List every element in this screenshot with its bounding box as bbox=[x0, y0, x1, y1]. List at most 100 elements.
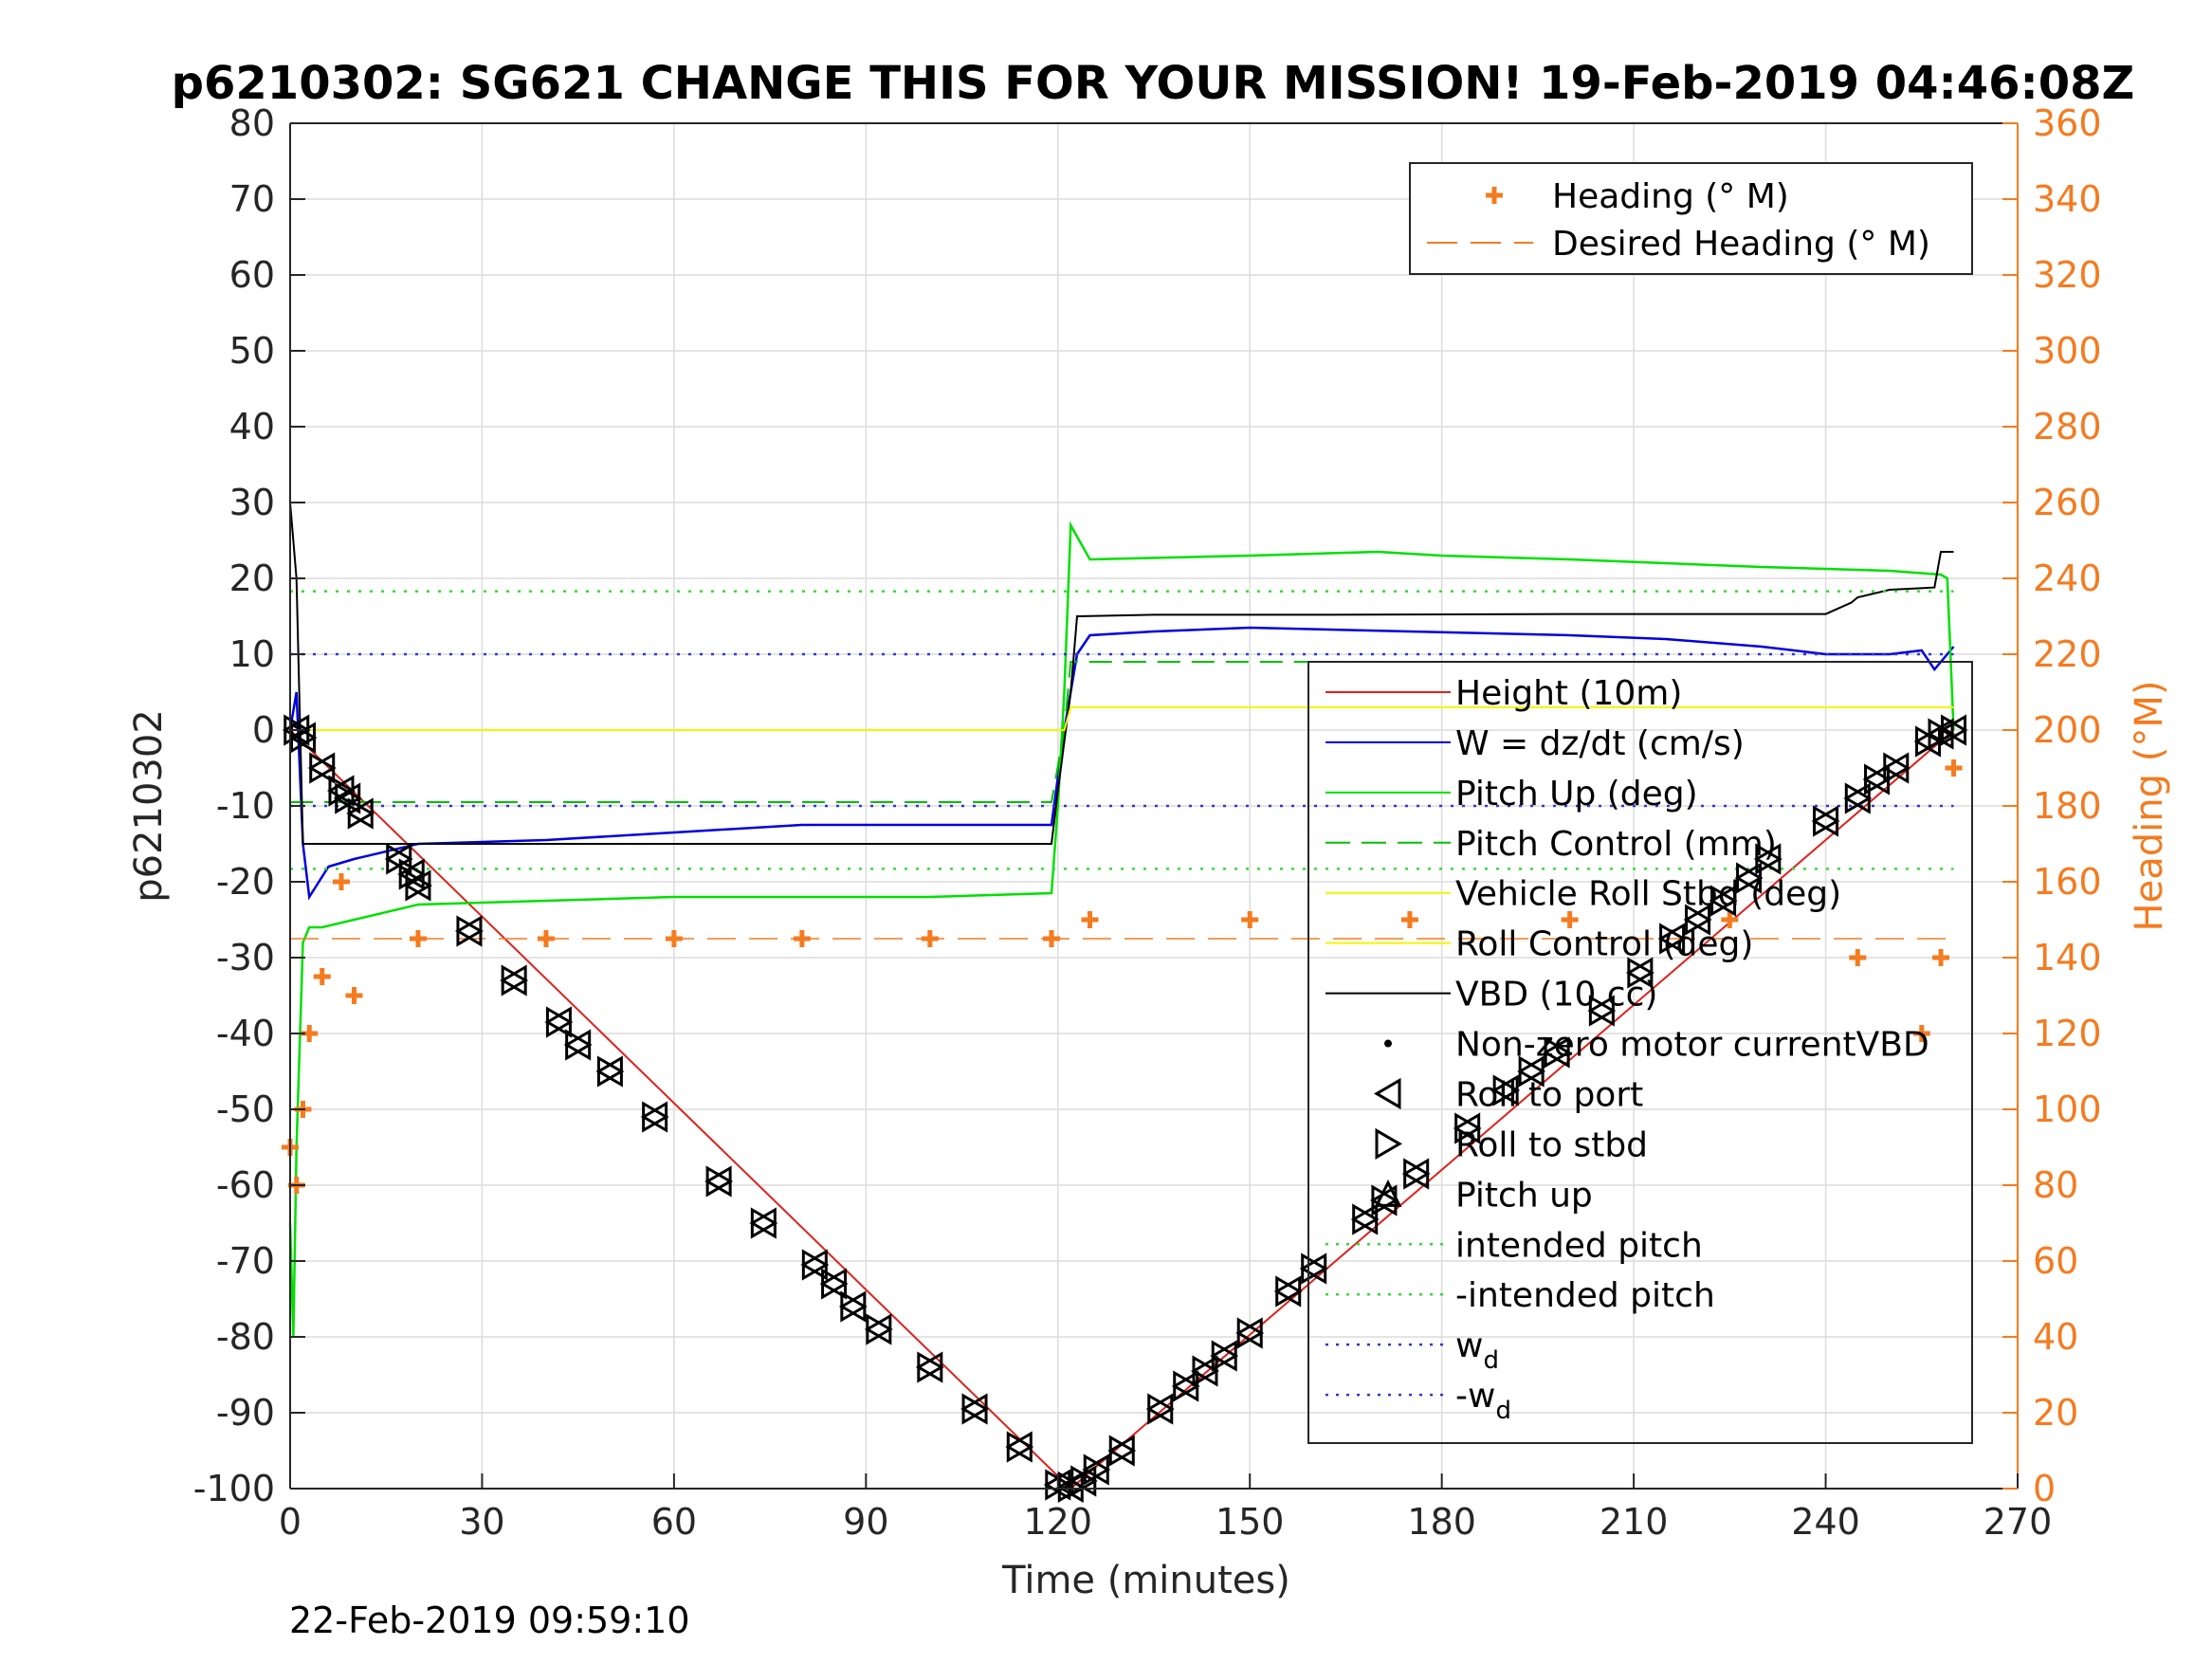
right-tick-label: 300 bbox=[2033, 330, 2102, 372]
roll-to-port-marker bbox=[327, 775, 355, 807]
x-tick-label: 270 bbox=[1983, 1501, 2053, 1543]
roll-to-port-marker bbox=[1273, 1275, 1302, 1307]
right-tick-label: 360 bbox=[2033, 102, 2102, 144]
right-tick-label: 20 bbox=[2033, 1392, 2078, 1434]
main-legend: Height (10m) W = dz/dt (cm/s) Pitch Up (de… bbox=[1307, 661, 1973, 1444]
heading-marker bbox=[1932, 949, 1950, 966]
heading-marker bbox=[1561, 911, 1579, 928]
heading-marker bbox=[313, 968, 331, 985]
roll-to-port-marker bbox=[1171, 1370, 1199, 1402]
roll-to-port-marker bbox=[1811, 805, 1839, 837]
roll-marker bbox=[1350, 1203, 1380, 1235]
x-tick-label: 0 bbox=[279, 1501, 302, 1543]
legend-swatch-tri-left bbox=[1374, 1077, 1401, 1110]
heading-legend-plus bbox=[1486, 187, 1503, 204]
x-axis-label: Time (minutes) bbox=[1001, 1559, 1290, 1602]
legend-entry: Pitch Up (deg) bbox=[1325, 775, 1698, 814]
y-tick-label: -80 bbox=[216, 1316, 275, 1358]
roll-to-port-marker bbox=[1734, 862, 1763, 894]
roll-marker bbox=[1543, 1036, 1572, 1069]
y-tick-label: -30 bbox=[216, 937, 275, 978]
roll-marker bbox=[1811, 805, 1840, 837]
roll-to-port-marker bbox=[403, 869, 431, 902]
roll-to-port-marker bbox=[1210, 1340, 1237, 1372]
heading-marker bbox=[1912, 1025, 1930, 1042]
y-tick-label: 0 bbox=[252, 709, 275, 751]
roll-to-port-marker bbox=[1145, 1393, 1174, 1425]
desired-heading-legend-label: Desired Heading (° M) bbox=[1552, 225, 1930, 264]
right-tick-label: 240 bbox=[2033, 558, 2102, 599]
legend-swatch-tri-right bbox=[1375, 1127, 1402, 1161]
x-tick-label: 30 bbox=[459, 1501, 504, 1543]
heading-legend: Heading (° M) Desired Heading (° M) bbox=[1409, 162, 1973, 275]
roll-to-port-marker bbox=[1401, 1158, 1430, 1190]
roll-marker bbox=[819, 1268, 849, 1300]
y-tick-label: -70 bbox=[216, 1240, 275, 1282]
roll-to-port-marker bbox=[1350, 1203, 1379, 1235]
legend-label: -wd bbox=[1455, 1377, 1511, 1425]
legend-entry: -wd bbox=[1325, 1377, 1511, 1425]
roll-to-port-marker bbox=[1881, 752, 1910, 784]
roll-marker bbox=[327, 775, 356, 807]
legend-entry: VBD (10 cc) bbox=[1325, 976, 1657, 1015]
legend-entry: wd bbox=[1325, 1326, 1499, 1375]
roll-to-stbd-marker bbox=[1403, 1158, 1431, 1190]
heading-marker bbox=[1043, 930, 1061, 947]
roll-to-port-marker bbox=[307, 752, 336, 784]
roll-marker bbox=[1881, 752, 1910, 784]
roll-to-port-marker bbox=[544, 1006, 572, 1038]
y-tick-label: 30 bbox=[229, 482, 275, 523]
roll-to-port-marker bbox=[915, 1351, 943, 1383]
legend-label: VBD (10 cc) bbox=[1455, 976, 1657, 1015]
roll-markers bbox=[282, 714, 1968, 1504]
roll-marker bbox=[1517, 1055, 1546, 1088]
right-tick-label: 0 bbox=[2033, 1468, 2056, 1509]
roll-to-port-marker bbox=[960, 1393, 988, 1425]
roll-to-stbd-marker bbox=[917, 1351, 944, 1383]
x-tick-label: 60 bbox=[651, 1501, 697, 1543]
roll-to-port-marker bbox=[1625, 957, 1654, 989]
roll-to-port-marker bbox=[1939, 714, 1967, 746]
roll-to-port-marker bbox=[346, 797, 374, 830]
roll-to-stbd-marker bbox=[642, 1101, 669, 1133]
roll-marker bbox=[500, 964, 529, 997]
y-tick-label: -40 bbox=[216, 1013, 275, 1054]
right-tick-label: 40 bbox=[2033, 1316, 2078, 1358]
heading-marker bbox=[332, 873, 350, 890]
chart-title: p6210302: SG621 CHANGE THIS FOR YOUR MIS… bbox=[172, 57, 2135, 110]
x-tick-label: 120 bbox=[1024, 1501, 1093, 1543]
legend-entry: Height (10m) bbox=[1325, 674, 1682, 713]
legend-label: wd bbox=[1455, 1326, 1499, 1375]
roll-to-port-marker bbox=[1543, 1036, 1570, 1069]
roll-marker bbox=[1107, 1435, 1137, 1467]
roll-marker bbox=[640, 1101, 669, 1133]
legend-entry: W = dz/dt (cm/s) bbox=[1325, 724, 1745, 763]
legend-entry: Pitch Control (mm) bbox=[1325, 825, 1777, 864]
roll-marker bbox=[563, 1029, 593, 1061]
roll-to-port-marker bbox=[800, 1249, 828, 1281]
roll-marker bbox=[1625, 957, 1654, 989]
roll-to-port-marker bbox=[640, 1101, 668, 1133]
roll-marker bbox=[1939, 714, 1968, 746]
y-tick-label: 10 bbox=[229, 633, 275, 675]
legend-entry: Vehicle Roll Stbd (deg) bbox=[1325, 875, 1841, 914]
legend-label: intended pitch bbox=[1455, 1226, 1703, 1265]
roll-to-port-marker bbox=[1082, 1454, 1109, 1486]
legend-label: -intended pitch bbox=[1455, 1276, 1715, 1315]
roll-marker bbox=[1453, 1112, 1482, 1144]
series-pitch-up-deg bbox=[288, 521, 1955, 1338]
y-tick-label: 50 bbox=[229, 330, 275, 372]
legend-swatch-dot bbox=[1384, 1039, 1392, 1048]
right-tick-label: 320 bbox=[2033, 254, 2102, 296]
y-tick-label: 70 bbox=[229, 178, 275, 220]
roll-to-port-marker bbox=[1709, 885, 1737, 917]
right-tick-label: 260 bbox=[2033, 482, 2102, 523]
roll-to-port-marker bbox=[454, 915, 483, 947]
roll-marker bbox=[864, 1313, 893, 1345]
roll-marker bbox=[1683, 904, 1712, 936]
heading-marker bbox=[1945, 759, 1963, 777]
legend-swatch-tri-up bbox=[1374, 1179, 1402, 1207]
roll-to-port-marker bbox=[1299, 1253, 1327, 1285]
y-tick-label: -90 bbox=[216, 1392, 275, 1434]
legend-label: Roll to port bbox=[1455, 1075, 1643, 1114]
